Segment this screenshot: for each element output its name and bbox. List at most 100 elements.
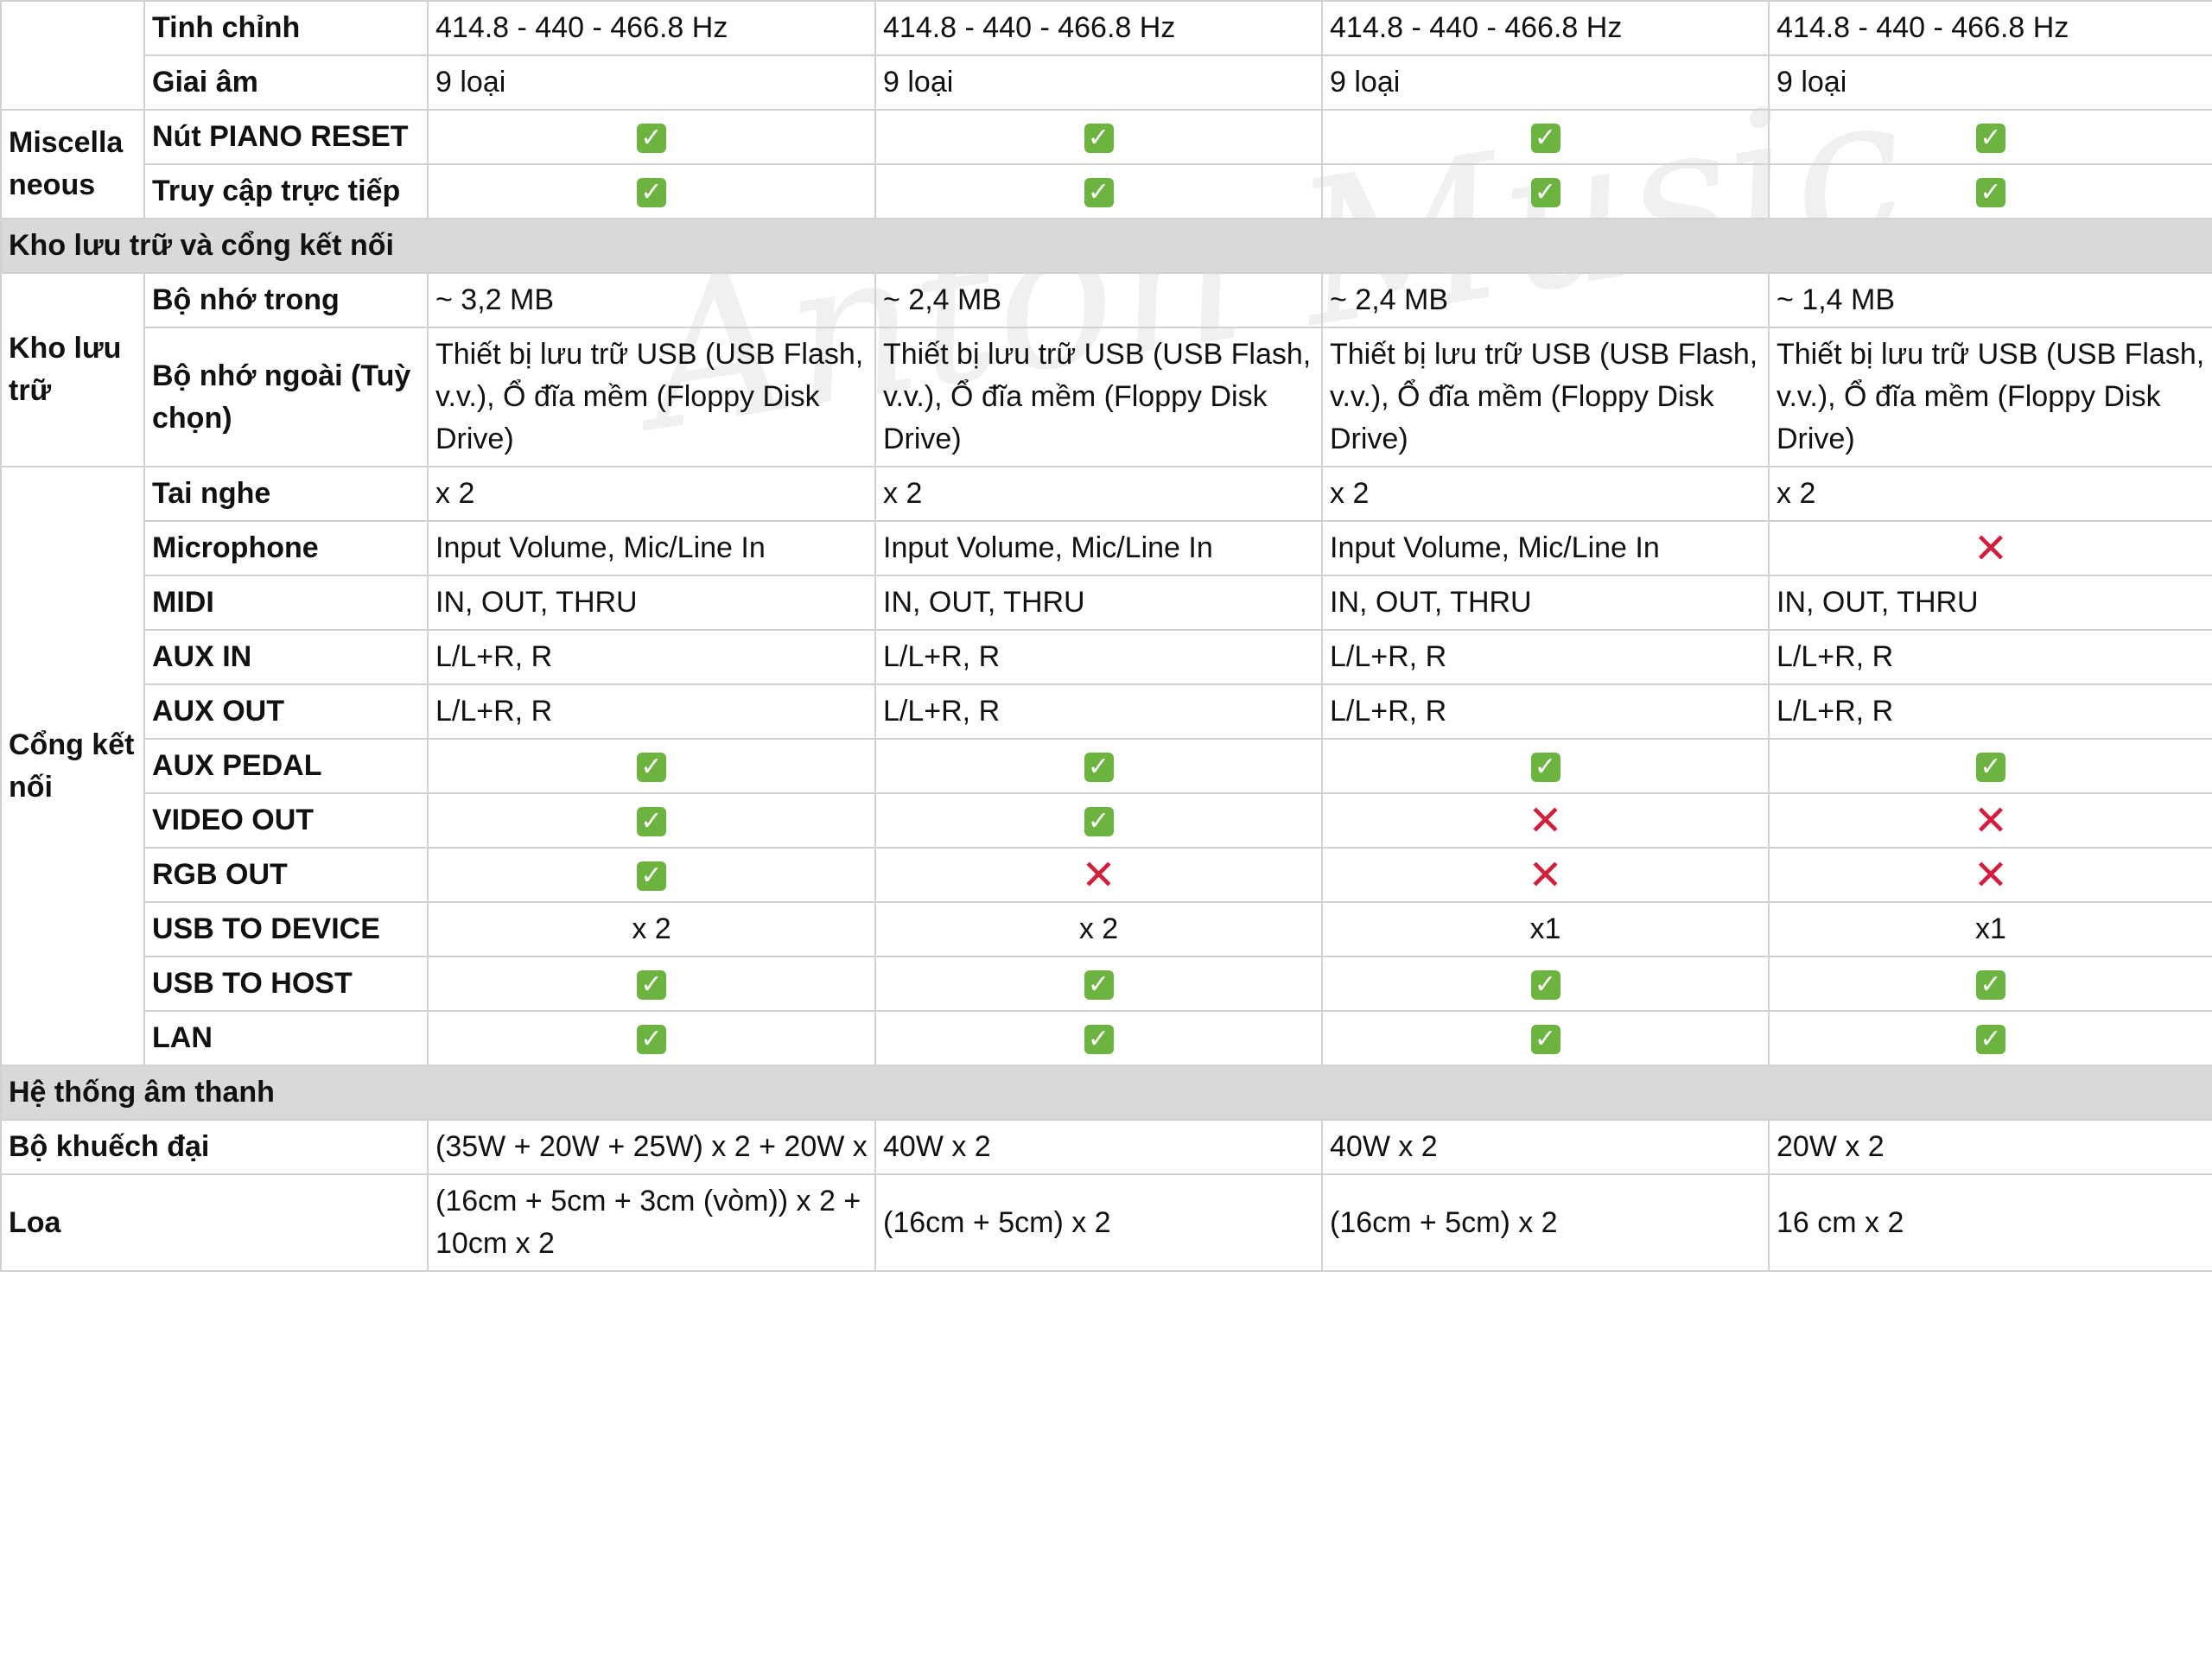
value-cell: 414.8 - 440 - 466.8 Hz [1768, 0, 2212, 56]
value-cell: ✓ [427, 847, 876, 903]
value-cell: x1 [1768, 901, 2212, 957]
value-cell: x 2 [427, 466, 876, 522]
check-icon: ✓ [1530, 753, 1560, 783]
row-label: Giai âm [143, 54, 429, 111]
value-cell: ✓ [874, 738, 1323, 794]
row-label: Bộ nhớ ngoài (Tuỳ chọn) [143, 327, 429, 467]
value-cell: Thiết bị lưu trữ USB (USB Flash, v.v.), … [1321, 327, 1770, 467]
check-icon: ✓ [1084, 970, 1114, 1001]
value-cell: Thiết bị lưu trữ USB (USB Flash, v.v.), … [874, 327, 1323, 467]
value-cell: x 2 [1768, 466, 2212, 522]
table-row: AUX OUT L/L+R, R L/L+R, R L/L+R, R L/L+R… [1, 683, 2212, 740]
value-cell: ✓ [874, 163, 1323, 219]
value-cell: L/L+R, R [427, 683, 876, 740]
table-row: Tinh chỉnh 414.8 - 440 - 466.8 Hz 414.8 … [0, 0, 2212, 111]
row-label: RGB OUT [143, 847, 429, 903]
value-cell: x 2 [1321, 466, 1770, 522]
section-title: Kho lưu trữ và cổng kết nối [0, 218, 2212, 274]
value-cell: (16cm + 5cm) x 2 [1321, 1173, 1770, 1272]
group-label-ports: Cổng kết nối [0, 466, 145, 1066]
value-cell: ✕ [1768, 792, 2212, 849]
check-icon: ✓ [1976, 178, 2005, 208]
check-icon: ✓ [1084, 178, 1114, 208]
value-cell: x 2 [874, 466, 1323, 522]
cross-icon: ✕ [1973, 798, 2009, 845]
value-cell: x 2 [874, 901, 1323, 957]
value-cell: ✓ [427, 1010, 876, 1066]
row-label: USB TO DEVICE [143, 901, 429, 957]
value-cell: ~ 1,4 MB [1768, 272, 2212, 328]
value-cell: (16cm + 5cm) x 2 [874, 1173, 1323, 1272]
group-label-storage: Kho lưu trữ [0, 272, 145, 467]
row-label: Bộ khuếch đại [0, 1119, 429, 1175]
check-icon: ✓ [637, 970, 666, 1001]
value-cell: 414.8 - 440 - 466.8 Hz [1321, 0, 1770, 56]
table-row: Microphone Input Volume, Mic/Line In Inp… [1, 520, 2212, 576]
value-cell: 9 loại [874, 54, 1323, 111]
row-label: Bộ nhớ trong [143, 272, 429, 328]
value-cell: 16 cm x 2 [1768, 1173, 2212, 1272]
group-label-miscellaneous: Miscellaneous [0, 109, 145, 219]
table-row: Cổng kết nối Tai nghe x 2 x 2 x 2 x 2 [0, 466, 2212, 1066]
value-cell: 9 loại [427, 54, 876, 111]
value-cell: 414.8 - 440 - 466.8 Hz [874, 0, 1323, 56]
check-icon: ✓ [637, 1025, 666, 1055]
cross-icon: ✕ [1528, 798, 1563, 845]
value-cell: IN, OUT, THRU [427, 575, 876, 631]
value-cell: ✓ [1768, 738, 2212, 794]
value-cell: ✓ [1768, 956, 2212, 1012]
value-cell: ✓ [1321, 738, 1770, 794]
row-label: LAN [143, 1010, 429, 1066]
section-title: Hệ thống âm thanh [0, 1065, 2212, 1121]
value-cell: Input Volume, Mic/Line In [427, 520, 876, 576]
value-cell: ✓ [874, 109, 1323, 165]
value-cell: Thiết bị lưu trữ USB (USB Flash, v.v.), … [1768, 327, 2212, 467]
value-cell: L/L+R, R [1768, 629, 2212, 685]
check-icon: ✓ [1084, 753, 1114, 783]
check-icon: ✓ [1530, 970, 1560, 1001]
value-cell: 20W x 2 [1768, 1119, 2212, 1175]
value-cell: Input Volume, Mic/Line In [1321, 520, 1770, 576]
value-cell: x 2 [427, 901, 876, 957]
table-row: Kho lưu trữ Bộ nhớ trong ~ 3,2 MB ~ 2,4 … [0, 272, 2212, 467]
cross-icon: ✕ [1081, 853, 1116, 899]
check-icon: ✓ [1530, 1025, 1560, 1055]
check-icon: ✓ [1084, 1025, 1114, 1055]
table-row: Bộ khuếch đại (35W + 20W + 25W) x 2 + 20… [0, 1119, 2212, 1175]
row-label: Microphone [143, 520, 429, 576]
row-label: Tinh chỉnh [143, 0, 429, 56]
value-cell: ✓ [427, 163, 876, 219]
value-cell: L/L+R, R [874, 629, 1323, 685]
value-cell: 40W x 2 [1321, 1119, 1770, 1175]
value-cell: x1 [1321, 901, 1770, 957]
check-icon: ✓ [1976, 1025, 2005, 1055]
check-icon: ✓ [637, 178, 666, 208]
row-label: Truy cập trực tiếp [143, 163, 429, 219]
value-cell: (16cm + 5cm + 3cm (vòm)) x 2 + 10cm x 2 [427, 1173, 876, 1272]
value-cell: ~ 2,4 MB [874, 272, 1323, 328]
check-icon: ✓ [1976, 753, 2005, 783]
value-cell: L/L+R, R [427, 629, 876, 685]
value-cell: ~ 3,2 MB [427, 272, 876, 328]
table-row: RGB OUT ✓ ✕ ✕ ✕ [1, 847, 2212, 903]
row-label: USB TO HOST [143, 956, 429, 1012]
check-icon: ✓ [637, 861, 666, 892]
table-row: Loa (16cm + 5cm + 3cm (vòm)) x 2 + 10cm … [0, 1173, 2212, 1272]
row-label: Nút PIANO RESET [143, 109, 429, 165]
value-cell: ✓ [1768, 163, 2212, 219]
value-cell: ✓ [427, 956, 876, 1012]
row-label: MIDI [143, 575, 429, 631]
value-cell: 9 loại [1768, 54, 2212, 111]
check-icon: ✓ [1084, 807, 1114, 837]
table-row: Truy cập trực tiếp ✓ ✓ ✓ ✓ [1, 163, 2212, 219]
value-cell: L/L+R, R [1321, 629, 1770, 685]
value-cell: ✓ [874, 792, 1323, 849]
value-cell: ✕ [874, 847, 1323, 903]
value-cell: L/L+R, R [1768, 683, 2212, 740]
value-cell: ✓ [427, 792, 876, 849]
check-icon: ✓ [1084, 124, 1114, 154]
value-cell: ✓ [874, 1010, 1323, 1066]
value-cell: ✕ [1321, 847, 1770, 903]
check-icon: ✓ [1530, 178, 1560, 208]
value-cell: ✓ [427, 109, 876, 165]
